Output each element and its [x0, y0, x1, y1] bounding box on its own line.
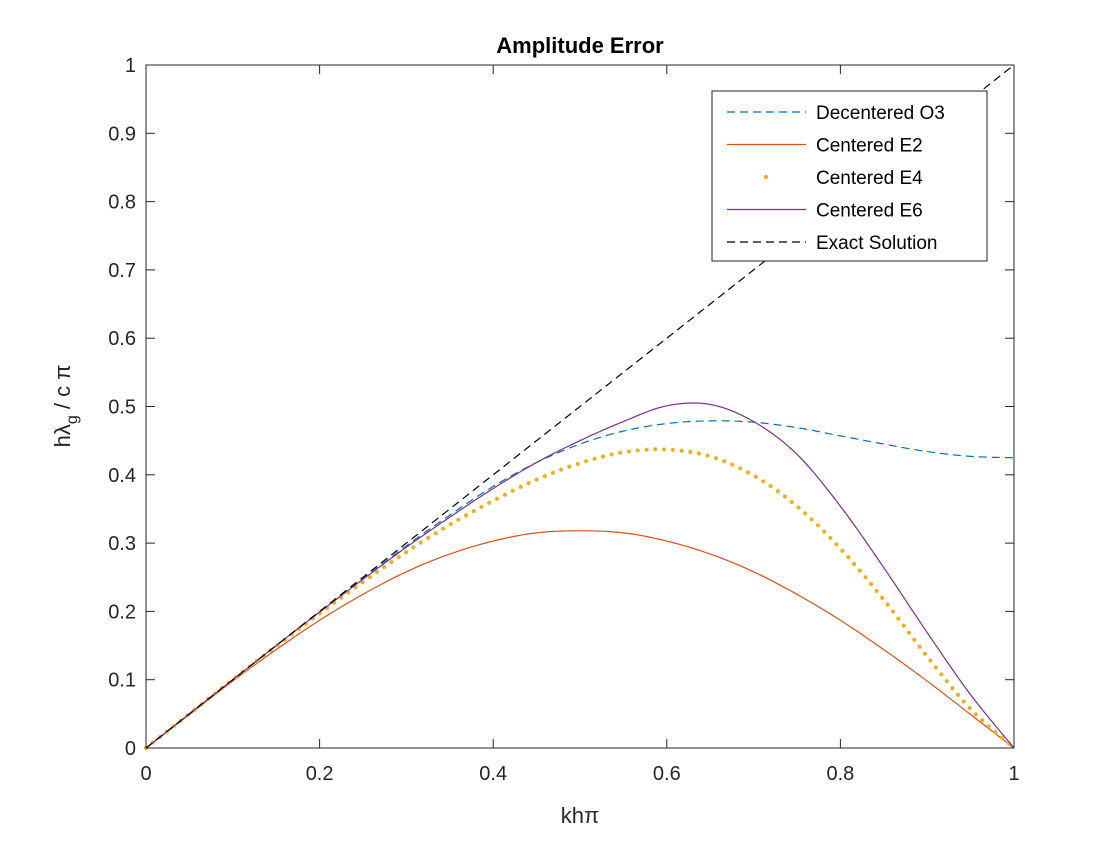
y-tick-label: 0.2: [108, 601, 136, 623]
series-line-centered-e2: [145, 530, 1015, 749]
x-axis-label: khπ: [561, 803, 599, 828]
x-tick-label: 0.4: [479, 763, 507, 785]
y-tick-label: 0.4: [108, 465, 136, 487]
legend-label-decentered-o3: Decentered O3: [816, 103, 945, 124]
series-line-centered-e4: [143, 447, 1017, 751]
y-axis-label: hλg / c π: [50, 365, 81, 448]
y-tick-label: 0.8: [108, 192, 136, 214]
x-axis-ticks: 0 0.2 0.4 0.6 0.8 1: [140, 65, 1020, 785]
y-tick-label: 0.6: [108, 328, 136, 350]
series-line-decentered-o3: [145, 420, 1015, 749]
y-axis-label-subscript: g: [64, 415, 81, 424]
chart-title: Amplitude Error: [496, 33, 664, 58]
x-tick-label: 0.8: [826, 763, 854, 785]
y-tick-label: 0.7: [108, 260, 136, 282]
y-axis-ticks: 0 0.1 0.2 0.3 0.4 0.5 0.6 0.7 0.8 0.9 1: [108, 55, 1014, 760]
y-tick-label: 0.3: [108, 533, 136, 555]
legend-label-exact-solution: Exact Solution: [816, 233, 937, 254]
x-tick-label: 0: [140, 763, 151, 785]
y-axis-label-main: hλ: [50, 424, 75, 447]
y-tick-label: 0.5: [108, 397, 136, 419]
y-tick-label: 0.9: [108, 123, 136, 145]
x-tick-label: 0.6: [653, 763, 681, 785]
legend: Decentered O3 Centered E2 Centered E4 Cente…: [711, 90, 988, 262]
legend-entries: Decentered O3 Centered E2 Centered E4 Cente…: [727, 103, 945, 254]
y-tick-label: 0: [125, 738, 136, 760]
plot-lines: [143, 64, 1017, 751]
x-tick-label: 0.2: [306, 763, 334, 785]
legend-label-centered-e4: Centered E4: [816, 168, 923, 189]
series-line-exact-solution: [145, 64, 1015, 749]
legend-swatch-centered-e4: [763, 174, 769, 180]
legend-box: [711, 90, 988, 262]
y-tick-label: 1: [125, 55, 136, 77]
x-tick-label: 1: [1008, 763, 1019, 785]
series-line-centered-e6: [145, 402, 1015, 749]
legend-label-centered-e2: Centered E2: [816, 136, 923, 157]
y-axis-label-rest: / c π: [50, 365, 75, 416]
y-tick-label: 0.1: [108, 670, 136, 692]
legend-label-centered-e6: Centered E6: [816, 201, 923, 222]
